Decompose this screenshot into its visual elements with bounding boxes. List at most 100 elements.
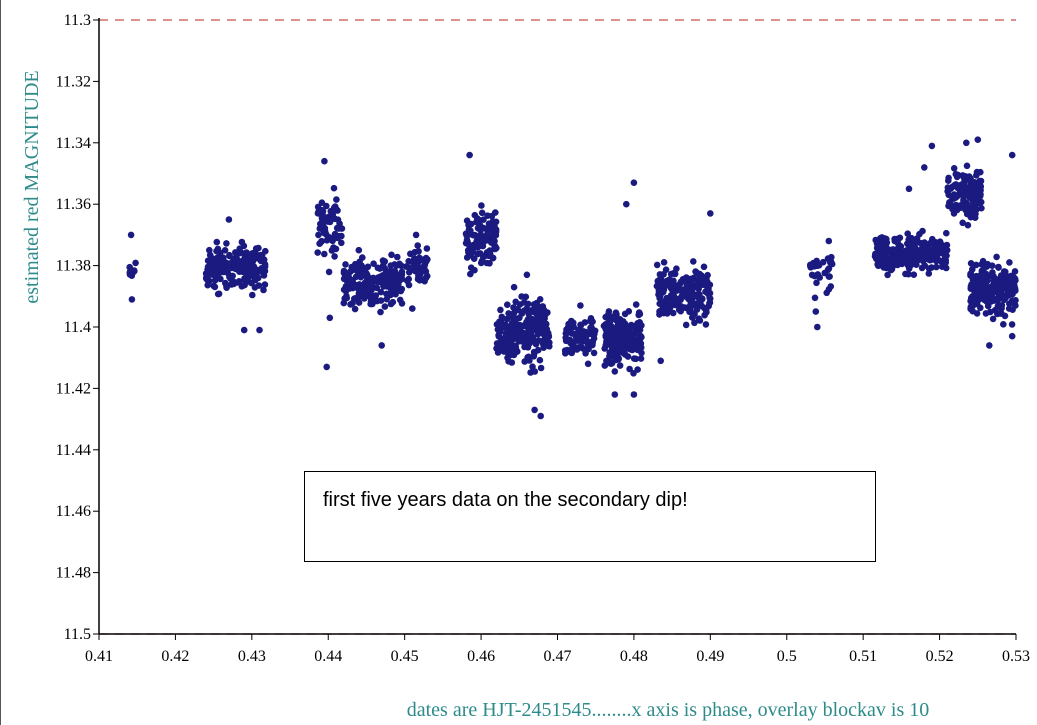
data-point [632, 336, 639, 343]
data-point [493, 244, 500, 252]
data-point [667, 301, 674, 308]
left-edge-rule [0, 0, 1, 725]
data-point [362, 265, 370, 272]
data-point [811, 272, 818, 280]
data-point [686, 290, 693, 298]
data-point [674, 282, 682, 289]
y-tick-label: 11.32 [56, 73, 91, 90]
data-point [696, 296, 703, 303]
data-point [318, 212, 326, 219]
data-point [531, 339, 539, 346]
data-point [975, 189, 982, 197]
data-point [963, 139, 970, 147]
data-point [632, 343, 640, 351]
data-point [998, 302, 1006, 309]
data-point [526, 333, 533, 340]
data-point [393, 262, 401, 269]
data-point [493, 340, 501, 347]
data-point [478, 257, 486, 265]
data-point [508, 350, 516, 357]
data-point [894, 261, 901, 269]
data-point [378, 279, 386, 287]
data-point [333, 196, 340, 203]
data-point [544, 335, 551, 343]
data-point [621, 310, 629, 318]
data-point [463, 254, 471, 261]
data-point [669, 309, 677, 317]
data-point [409, 305, 416, 312]
data-point [1008, 332, 1016, 340]
data-point [700, 263, 708, 271]
x-axis-title: dates are HJT-2451545........x axis is p… [407, 699, 930, 721]
data-point [932, 243, 939, 250]
data-point [503, 315, 511, 323]
data-point [632, 355, 640, 363]
data-point [321, 250, 328, 258]
data-point [966, 173, 973, 180]
x-tick-label: 0.47 [544, 648, 572, 665]
data-point [132, 259, 139, 267]
data-point [1001, 312, 1009, 320]
data-point [507, 341, 515, 348]
x-tick-label: 0.5 [777, 648, 797, 665]
data-point [922, 249, 929, 257]
data-point [673, 298, 681, 305]
data-point [218, 262, 225, 270]
data-point [969, 266, 976, 273]
data-point [980, 267, 987, 274]
data-point [1005, 290, 1013, 297]
data-point [356, 289, 364, 297]
data-point [374, 264, 382, 272]
data-point [928, 142, 936, 150]
data-point [693, 283, 700, 290]
x-tick-label: 0.45 [391, 648, 419, 665]
data-point [476, 217, 484, 224]
data-point [954, 171, 962, 179]
data-point [611, 391, 619, 398]
data-point [320, 218, 328, 225]
data-point [611, 368, 619, 375]
data-point [342, 261, 349, 268]
data-point [466, 151, 473, 159]
data-point [885, 248, 893, 255]
data-point [540, 342, 548, 350]
data-point [378, 342, 386, 349]
data-point [258, 251, 266, 259]
data-point [492, 228, 500, 235]
data-point [214, 245, 222, 253]
data-point [334, 234, 342, 242]
data-point [1008, 321, 1016, 328]
data-point [240, 326, 248, 334]
data-point [975, 184, 982, 192]
data-point [986, 342, 993, 349]
data-point [514, 306, 522, 314]
data-point [483, 249, 491, 256]
y-tick-label: 11.42 [56, 380, 91, 397]
data-point [416, 254, 423, 262]
data-point [351, 295, 359, 302]
data-point [894, 239, 902, 247]
data-point [614, 348, 622, 355]
data-point [423, 245, 431, 252]
data-point [961, 200, 968, 207]
data-point [414, 242, 422, 249]
data-point [909, 243, 917, 250]
data-point [953, 206, 961, 213]
data-point [323, 202, 330, 210]
data-point [506, 335, 514, 343]
data-point [255, 282, 263, 289]
data-point [637, 355, 645, 362]
data-point [919, 227, 926, 235]
data-point [423, 272, 431, 280]
data-point [995, 279, 1003, 287]
data-point [540, 306, 548, 314]
data-point [127, 231, 135, 239]
data-point [590, 349, 598, 357]
y-tick-label: 11.34 [56, 135, 91, 152]
data-point [520, 329, 528, 337]
data-point [318, 206, 325, 214]
data-point [942, 264, 950, 272]
data-point [369, 300, 376, 308]
data-point [600, 322, 608, 330]
data-point [232, 265, 240, 273]
